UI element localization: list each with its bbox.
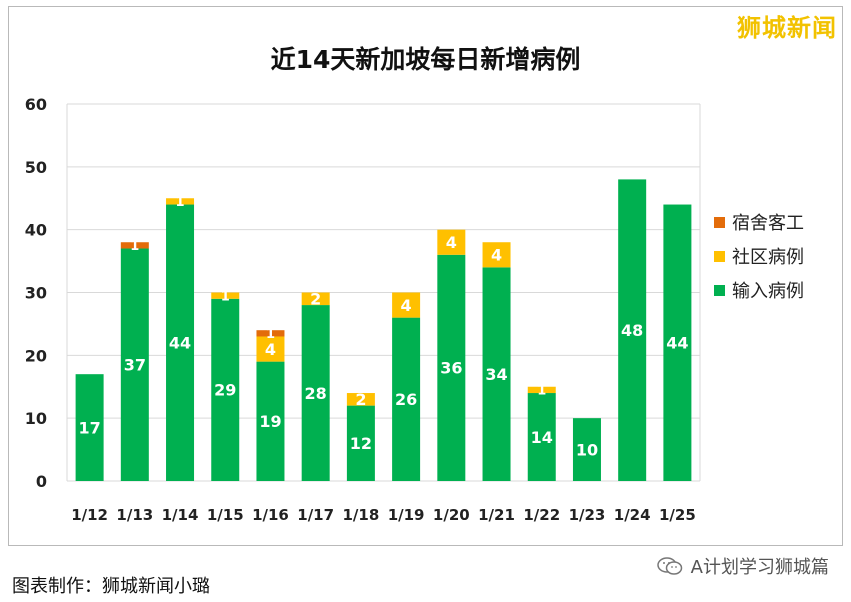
data-label: 4 [491, 246, 502, 265]
bar-imported [75, 374, 104, 481]
wechat-icon [656, 556, 683, 576]
bar-imported [437, 254, 466, 481]
bar-imported [256, 361, 285, 481]
y-tick-label: 40 [25, 221, 47, 240]
bar-imported [392, 317, 421, 481]
data-label: 37 [124, 356, 146, 375]
x-tick-label: 1/17 [297, 506, 334, 524]
bar-community [527, 386, 556, 394]
data-label: 17 [78, 418, 100, 437]
bar-imported [618, 179, 647, 481]
bar-community [437, 229, 466, 255]
x-tick-label: 1/22 [523, 506, 560, 524]
x-tick-label: 1/16 [252, 506, 289, 524]
bar-imported [301, 305, 330, 481]
data-label: 48 [621, 321, 643, 340]
bar-imported [482, 267, 511, 481]
credit-text: A计划学习狮城篇 [690, 557, 829, 578]
x-tick-label: 1/25 [659, 506, 696, 524]
data-label: 4 [446, 233, 457, 252]
legend-item-imported: 输入病例 [714, 273, 804, 307]
y-tick-label: 0 [36, 472, 47, 491]
data-label: 34 [485, 365, 507, 384]
legend-item-community: 社区病例 [714, 239, 804, 273]
x-tick-label: 1/23 [569, 506, 606, 524]
bar-imported [166, 204, 195, 482]
data-label: 4 [401, 296, 412, 315]
y-tick-label: 10 [25, 409, 47, 428]
bar-imported [527, 393, 556, 481]
bar-community [256, 336, 285, 362]
data-label: 29 [214, 381, 236, 400]
bar-imported [120, 248, 149, 481]
bar-dorm [256, 330, 285, 337]
bar-community [166, 198, 195, 205]
x-tick-label: 1/24 [614, 506, 651, 524]
y-tick-label: 20 [25, 346, 47, 365]
data-label: 4 [265, 340, 276, 359]
bar-dorm [120, 242, 149, 249]
bar-imported [663, 204, 692, 482]
legend-label-community: 社区病例 [732, 247, 804, 268]
data-label: 1 [537, 384, 546, 399]
bar-community [301, 292, 330, 306]
legend-item-dorm: 宿舍客工 [714, 205, 804, 239]
y-tick-label: 60 [25, 95, 47, 114]
credit: A计划学习狮城篇 [656, 553, 829, 579]
bar-community [211, 292, 240, 299]
x-tick-label: 1/12 [71, 506, 108, 524]
legend-swatch-community [714, 250, 725, 262]
legend-swatch-imported [714, 284, 725, 296]
x-tick-label: 1/13 [116, 506, 153, 524]
bar-imported [211, 298, 240, 481]
y-tick-label: 50 [25, 158, 47, 177]
data-label: 1 [176, 195, 185, 210]
bar-imported [346, 405, 375, 481]
data-label: 1 [221, 289, 230, 304]
chart-title: 近14天新加坡每日新增病例 [270, 45, 581, 74]
data-label: 44 [666, 334, 688, 353]
bar-community [392, 292, 421, 318]
x-tick-label: 1/21 [478, 506, 515, 524]
x-tick-label: 1/15 [207, 506, 244, 524]
data-label: 19 [259, 412, 281, 431]
y-tick-label: 30 [25, 284, 47, 303]
data-label: 36 [440, 359, 462, 378]
legend-label-imported: 输入病例 [732, 281, 804, 302]
legend: 宿舍客工 社区病例 输入病例 [714, 205, 804, 307]
data-label: 26 [395, 390, 417, 409]
bar-community [346, 393, 375, 406]
data-label: 2 [355, 390, 366, 409]
data-label: 10 [576, 440, 598, 459]
x-tick-label: 1/20 [433, 506, 470, 524]
bar-community [482, 242, 511, 268]
data-label: 28 [305, 384, 327, 403]
x-tick-label: 1/18 [342, 506, 379, 524]
data-label: 2 [310, 290, 321, 309]
bar-imported [572, 418, 601, 481]
data-label: 1 [266, 327, 275, 342]
legend-label-dorm: 宿舍客工 [732, 213, 804, 234]
data-label: 1 [130, 239, 139, 254]
chart-caption: 图表制作：狮城新闻小璐 [12, 576, 210, 597]
data-label: 44 [169, 334, 191, 353]
data-label: 12 [350, 434, 372, 453]
legend-swatch-dorm [714, 216, 725, 228]
x-tick-label: 1/19 [388, 506, 425, 524]
watermark: 狮城新闻 [737, 14, 837, 42]
data-label: 14 [531, 428, 553, 447]
x-tick-label: 1/14 [162, 506, 199, 524]
